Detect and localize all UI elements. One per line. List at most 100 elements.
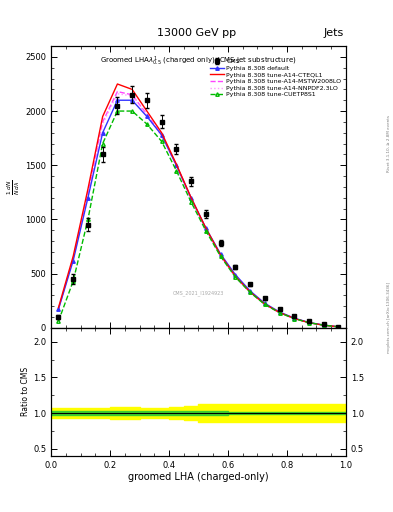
Pythia 8.308 tune-A14-MSTW2008LO	[71, 255, 75, 262]
Pythia 8.308 tune-CUETP8S1	[263, 302, 267, 308]
Pythia 8.308 default	[321, 322, 326, 328]
Pythia 8.308 tune-A14-MSTW2008LO	[100, 119, 105, 125]
Legend: CMS, Pythia 8.308 default, Pythia 8.308 tune-A14-CTEQL1, Pythia 8.308 tune-A14-M: CMS, Pythia 8.308 default, Pythia 8.308 …	[209, 58, 343, 99]
Pythia 8.308 tune-A14-MSTW2008LO	[174, 162, 179, 168]
Pythia 8.308 tune-A14-CTEQL1	[263, 301, 267, 307]
Pythia 8.308 tune-A14-CTEQL1	[292, 315, 297, 322]
Pythia 8.308 tune-A14-MSTW2008LO	[263, 301, 267, 307]
Pythia 8.308 tune-A14-CTEQL1	[56, 305, 61, 311]
Pythia 8.308 tune-A14-NNPDF2.3LO	[159, 133, 164, 139]
Pythia 8.308 tune-A14-NNPDF2.3LO	[189, 196, 193, 202]
Pythia 8.308 tune-CUETP8S1	[145, 121, 149, 127]
Y-axis label: Ratio to CMS: Ratio to CMS	[21, 367, 30, 416]
Text: CMS_2021_I1924923: CMS_2021_I1924923	[173, 290, 224, 295]
Pythia 8.308 default	[248, 288, 252, 294]
Pythia 8.308 tune-A14-CTEQL1	[86, 186, 90, 192]
Y-axis label: $\frac{1}{N}\frac{dN}{d\lambda}$: $\frac{1}{N}\frac{dN}{d\lambda}$	[6, 179, 22, 195]
Text: Rivet 3.1.10, ≥ 2.8M events: Rivet 3.1.10, ≥ 2.8M events	[387, 115, 391, 172]
Text: Groomed LHA$\lambda^{1}_{0.5}$ (charged only) (CMS jet substructure): Groomed LHA$\lambda^{1}_{0.5}$ (charged …	[100, 55, 297, 68]
Pythia 8.308 tune-CUETP8S1	[56, 318, 61, 324]
Pythia 8.308 tune-CUETP8S1	[174, 167, 179, 174]
Pythia 8.308 default	[307, 319, 311, 326]
Pythia 8.308 tune-A14-MSTW2008LO	[292, 315, 297, 322]
Pythia 8.308 tune-A14-NNPDF2.3LO	[100, 121, 105, 127]
Pythia 8.308 tune-A14-CTEQL1	[218, 252, 223, 258]
Pythia 8.308 tune-A14-NNPDF2.3LO	[248, 289, 252, 295]
Pythia 8.308 tune-CUETP8S1	[321, 322, 326, 328]
Pythia 8.308 default	[204, 225, 208, 231]
Line: Pythia 8.308 tune-A14-NNPDF2.3LO: Pythia 8.308 tune-A14-NNPDF2.3LO	[59, 94, 338, 327]
Pythia 8.308 tune-A14-NNPDF2.3LO	[263, 302, 267, 308]
Pythia 8.308 tune-A14-NNPDF2.3LO	[115, 91, 120, 97]
Pythia 8.308 default	[71, 258, 75, 264]
Pythia 8.308 tune-CUETP8S1	[204, 228, 208, 234]
Pythia 8.308 tune-A14-MSTW2008LO	[204, 226, 208, 232]
Pythia 8.308 tune-A14-NNPDF2.3LO	[336, 324, 341, 330]
Pythia 8.308 tune-CUETP8S1	[233, 274, 238, 280]
Pythia 8.308 tune-CUETP8S1	[71, 278, 75, 284]
Text: mcplots.cern.ch [arXiv:1306.3436]: mcplots.cern.ch [arXiv:1306.3436]	[387, 282, 391, 353]
Pythia 8.308 default	[115, 97, 120, 103]
Pythia 8.308 tune-A14-NNPDF2.3LO	[277, 310, 282, 316]
Pythia 8.308 tune-CUETP8S1	[130, 108, 134, 114]
Text: Jets: Jets	[323, 28, 344, 38]
Line: Pythia 8.308 tune-A14-CTEQL1: Pythia 8.308 tune-A14-CTEQL1	[59, 84, 338, 327]
Pythia 8.308 tune-A14-MSTW2008LO	[336, 324, 341, 330]
Pythia 8.308 default	[189, 195, 193, 201]
Pythia 8.308 tune-A14-MSTW2008LO	[233, 273, 238, 280]
Pythia 8.308 tune-A14-MSTW2008LO	[56, 306, 61, 312]
Pythia 8.308 default	[159, 132, 164, 138]
Text: 13000 GeV pp: 13000 GeV pp	[157, 28, 236, 38]
Pythia 8.308 default	[174, 162, 179, 168]
Pythia 8.308 tune-A14-MSTW2008LO	[307, 319, 311, 326]
Pythia 8.308 tune-A14-NNPDF2.3LO	[292, 315, 297, 322]
Pythia 8.308 tune-A14-CTEQL1	[145, 108, 149, 114]
Pythia 8.308 tune-A14-MSTW2008LO	[321, 322, 326, 328]
Pythia 8.308 tune-CUETP8S1	[159, 138, 164, 144]
Pythia 8.308 tune-CUETP8S1	[86, 216, 90, 222]
Pythia 8.308 tune-A14-NNPDF2.3LO	[56, 306, 61, 312]
Pythia 8.308 tune-A14-NNPDF2.3LO	[71, 257, 75, 263]
Pythia 8.308 tune-CUETP8S1	[115, 108, 120, 114]
Pythia 8.308 tune-A14-CTEQL1	[174, 161, 179, 167]
X-axis label: groomed LHA (charged-only): groomed LHA (charged-only)	[128, 472, 269, 482]
Pythia 8.308 tune-CUETP8S1	[218, 253, 223, 260]
Pythia 8.308 tune-A14-NNPDF2.3LO	[321, 322, 326, 328]
Pythia 8.308 default	[233, 271, 238, 278]
Pythia 8.308 tune-A14-CTEQL1	[248, 289, 252, 295]
Pythia 8.308 tune-A14-CTEQL1	[233, 273, 238, 280]
Pythia 8.308 tune-A14-MSTW2008LO	[248, 289, 252, 295]
Pythia 8.308 default	[218, 251, 223, 257]
Pythia 8.308 default	[100, 130, 105, 136]
Pythia 8.308 tune-A14-CTEQL1	[130, 87, 134, 93]
Pythia 8.308 tune-A14-CTEQL1	[204, 225, 208, 231]
Pythia 8.308 tune-A14-MSTW2008LO	[218, 252, 223, 259]
Line: Pythia 8.308 tune-CUETP8S1: Pythia 8.308 tune-CUETP8S1	[57, 110, 340, 329]
Pythia 8.308 tune-A14-CTEQL1	[307, 319, 311, 326]
Pythia 8.308 default	[86, 195, 90, 201]
Pythia 8.308 tune-A14-MSTW2008LO	[115, 89, 120, 95]
Pythia 8.308 default	[263, 300, 267, 306]
Pythia 8.308 default	[56, 306, 61, 312]
Pythia 8.308 tune-CUETP8S1	[336, 324, 341, 330]
Pythia 8.308 default	[145, 114, 149, 120]
Pythia 8.308 tune-A14-NNPDF2.3LO	[204, 227, 208, 233]
Pythia 8.308 tune-A14-NNPDF2.3LO	[233, 274, 238, 280]
Pythia 8.308 tune-CUETP8S1	[248, 289, 252, 295]
Pythia 8.308 tune-CUETP8S1	[292, 315, 297, 322]
Line: Pythia 8.308 default: Pythia 8.308 default	[57, 98, 340, 329]
Pythia 8.308 tune-A14-NNPDF2.3LO	[86, 191, 90, 198]
Pythia 8.308 tune-A14-MSTW2008LO	[277, 310, 282, 316]
Pythia 8.308 tune-A14-CTEQL1	[277, 309, 282, 315]
Pythia 8.308 tune-A14-NNPDF2.3LO	[307, 319, 311, 326]
Pythia 8.308 default	[336, 324, 341, 330]
Pythia 8.308 tune-A14-MSTW2008LO	[159, 132, 164, 138]
Pythia 8.308 tune-A14-MSTW2008LO	[145, 111, 149, 117]
Pythia 8.308 default	[277, 309, 282, 315]
Pythia 8.308 tune-A14-CTEQL1	[159, 130, 164, 136]
Pythia 8.308 tune-A14-NNPDF2.3LO	[145, 112, 149, 118]
Line: Pythia 8.308 tune-A14-MSTW2008LO: Pythia 8.308 tune-A14-MSTW2008LO	[59, 92, 338, 327]
Pythia 8.308 default	[130, 97, 134, 103]
Pythia 8.308 tune-A14-MSTW2008LO	[86, 190, 90, 197]
Pythia 8.308 tune-A14-CTEQL1	[100, 114, 105, 120]
